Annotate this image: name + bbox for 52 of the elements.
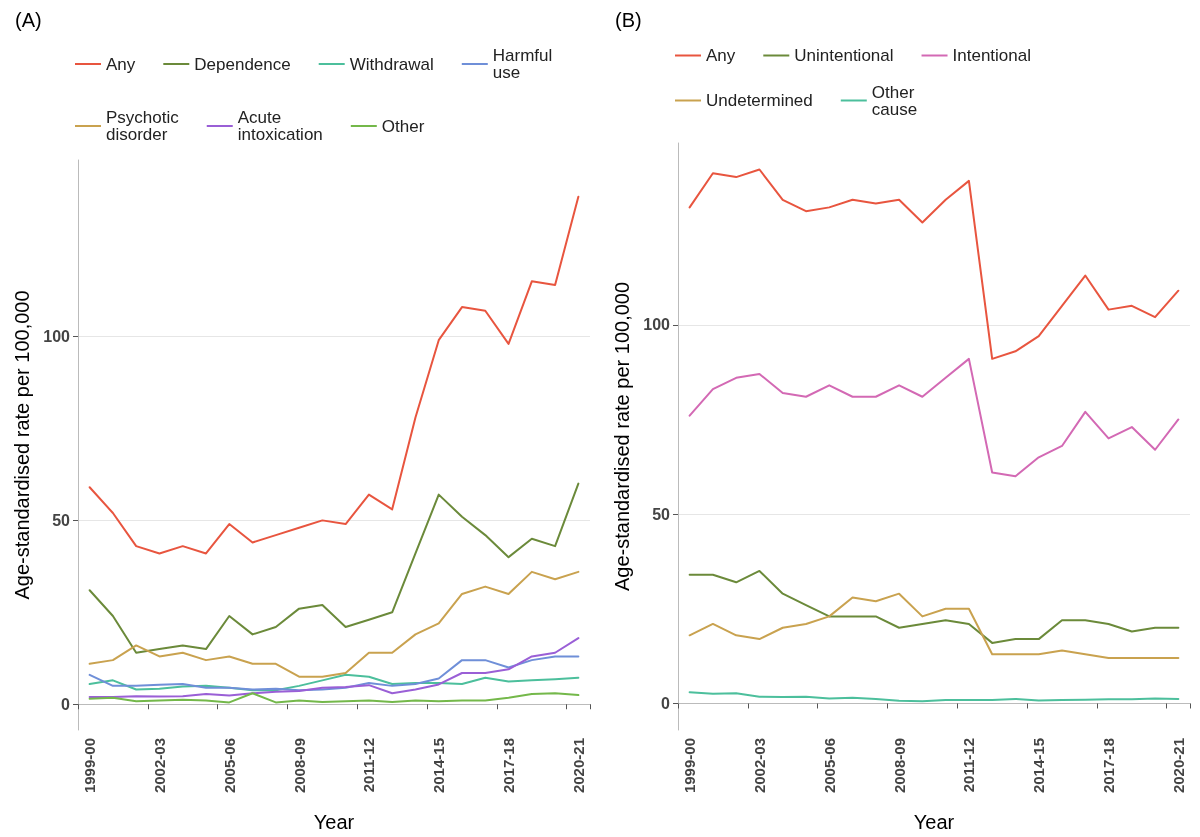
x-tick-label: 2011-12 bbox=[360, 738, 378, 793]
x-tick-label: 2020-21 bbox=[1169, 738, 1187, 794]
line-series bbox=[88, 195, 580, 555]
legend-label: Harmful use bbox=[492, 46, 553, 82]
x-tick-label: 2002-03 bbox=[150, 738, 168, 794]
line-series bbox=[88, 673, 580, 692]
y-tick-label: 100 bbox=[43, 328, 71, 346]
legend-label: Intentional bbox=[952, 46, 1031, 65]
line-series bbox=[88, 692, 580, 704]
x-tick-label: 2017-18 bbox=[1100, 738, 1118, 794]
line-series bbox=[688, 592, 1180, 660]
x-tick-label: 2002-03 bbox=[750, 738, 768, 794]
line-series bbox=[688, 691, 1180, 703]
y-axis-title: Age-standardised rate per 100,000 bbox=[611, 281, 634, 592]
x-tick-label: 1999-00 bbox=[681, 738, 699, 794]
y-tick-label: 100 bbox=[643, 316, 671, 334]
chart-title: (B) bbox=[615, 9, 642, 31]
x-tick-label: 2014-15 bbox=[1030, 738, 1048, 794]
legend-label: Any bbox=[706, 46, 736, 65]
y-tick-label: 0 bbox=[61, 695, 71, 713]
line-series bbox=[688, 569, 1180, 644]
legend-label: Undetermined bbox=[706, 91, 813, 110]
y-tick-label: 50 bbox=[652, 505, 671, 523]
y-tick-label: 50 bbox=[52, 511, 71, 529]
line-series bbox=[88, 570, 580, 678]
y-axis-title: Age-standardised rate per 100,000 bbox=[11, 290, 34, 600]
legend-label: Unintentional bbox=[794, 46, 894, 65]
x-tick-label: 2014-15 bbox=[430, 738, 448, 794]
x-tick-label: 2008-09 bbox=[890, 738, 908, 794]
y-tick-label: 0 bbox=[661, 694, 671, 712]
x-tick-label: 2008-09 bbox=[290, 738, 308, 794]
line-series bbox=[88, 655, 580, 692]
x-tick-label: 2005-06 bbox=[220, 738, 238, 794]
legend-label: Other bbox=[381, 116, 425, 136]
legend-label: Dependence bbox=[194, 54, 291, 74]
x-tick-label: 2017-18 bbox=[500, 738, 518, 794]
legend-label: Withdrawal bbox=[349, 54, 434, 74]
legend-label: Any bbox=[106, 54, 136, 74]
line-series bbox=[88, 482, 580, 654]
x-tick-label: 1999-00 bbox=[81, 738, 99, 794]
legend-label: Psychotic disorder bbox=[106, 108, 180, 144]
legend-label: Other cause bbox=[871, 82, 918, 119]
legend-label: Acute intoxication bbox=[237, 108, 323, 144]
line-series bbox=[688, 168, 1180, 360]
x-tick-label: 2005-06 bbox=[820, 738, 838, 794]
x-tick-label: 2020-21 bbox=[569, 738, 587, 794]
line-series bbox=[88, 637, 580, 698]
x-axis-title: Year bbox=[913, 811, 955, 833]
x-tick-label: 2011-12 bbox=[960, 738, 978, 793]
line-series bbox=[688, 357, 1180, 478]
x-axis-title: Year bbox=[313, 811, 355, 833]
chart-title: (A) bbox=[15, 9, 42, 31]
